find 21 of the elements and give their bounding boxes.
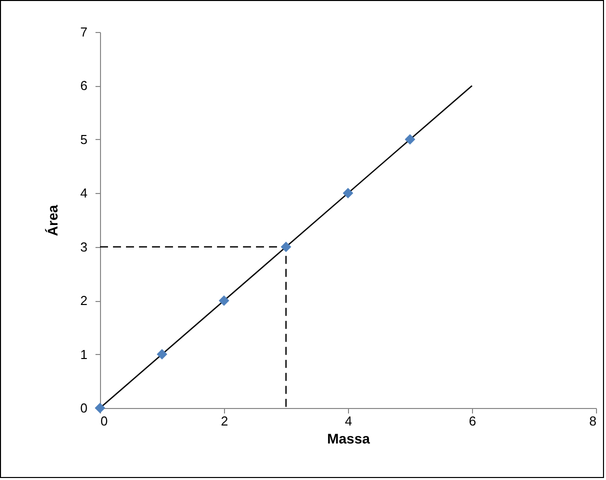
y-tick-label: 4 [80, 186, 88, 201]
x-tick-label: 2 [220, 414, 228, 428]
point [218, 295, 230, 306]
point [94, 402, 106, 414]
y-tick-label: 5 [80, 132, 88, 147]
y-axis-title: Área [44, 204, 60, 236]
x-axis-title: Massa [327, 430, 370, 446]
y-tick-label: 0 [80, 400, 88, 416]
y-tick-label: 2 [80, 293, 88, 308]
point [342, 188, 354, 198]
point [280, 242, 292, 252]
y-tick-label: 1 [80, 346, 88, 362]
y-tick-label: 6 [80, 78, 88, 94]
point [156, 349, 168, 360]
point [404, 134, 416, 145]
x-tick-label: 0 [100, 414, 108, 428]
y-tick-label: 3 [80, 239, 88, 254]
y-tick-label: 7 [80, 24, 88, 40]
x-tick-label: 6 [468, 414, 476, 428]
x-tick-label: 4 [344, 414, 352, 428]
x-tick-label: 8 [589, 414, 596, 428]
